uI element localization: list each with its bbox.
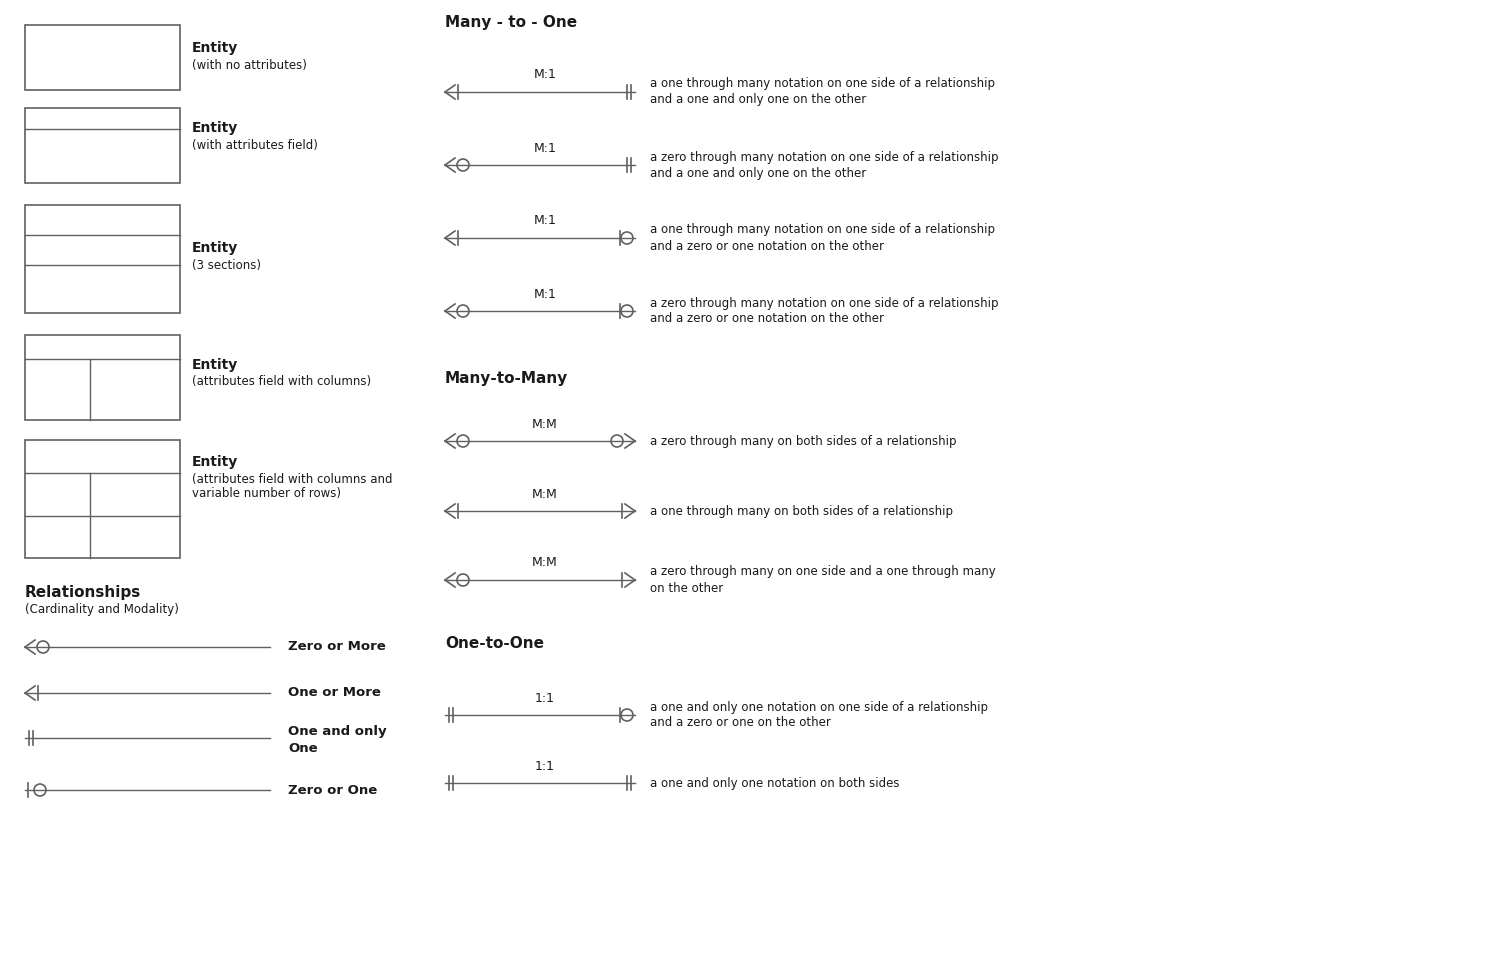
Text: Zero or More: Zero or More <box>288 640 386 654</box>
Text: (with no attributes): (with no attributes) <box>192 58 308 72</box>
Text: (3 sections): (3 sections) <box>192 258 261 272</box>
Text: Entity: Entity <box>192 358 238 372</box>
Text: M:M: M:M <box>532 487 558 501</box>
Text: a zero through many on one side and a one through many: a zero through many on one side and a on… <box>650 566 996 578</box>
Text: One-to-One: One-to-One <box>446 635 544 651</box>
Text: 1:1: 1:1 <box>536 691 555 705</box>
Text: on the other: on the other <box>650 581 723 595</box>
Text: Entity: Entity <box>192 455 238 469</box>
Text: a one and only one notation on both sides: a one and only one notation on both side… <box>650 777 900 789</box>
Text: a one through many notation on one side of a relationship: a one through many notation on one side … <box>650 77 994 91</box>
Bar <box>26 25 180 90</box>
Text: M:M: M:M <box>532 418 558 430</box>
Text: a one through many notation on one side of a relationship: a one through many notation on one side … <box>650 223 994 237</box>
Text: a zero through many on both sides of a relationship: a zero through many on both sides of a r… <box>650 434 957 448</box>
Text: M:M: M:M <box>532 556 558 570</box>
Text: a zero through many notation on one side of a relationship: a zero through many notation on one side… <box>650 151 999 163</box>
Text: a one and only one notation on one side of a relationship: a one and only one notation on one side … <box>650 700 988 714</box>
Text: and a zero or one notation on the other: and a zero or one notation on the other <box>650 312 884 326</box>
Text: Entity: Entity <box>192 241 238 255</box>
Bar <box>26 205 180 313</box>
Text: variable number of rows): variable number of rows) <box>192 487 340 501</box>
Text: Zero or One: Zero or One <box>288 783 378 797</box>
Text: Entity: Entity <box>192 41 238 55</box>
Text: Many - to - One: Many - to - One <box>446 15 578 30</box>
Text: M:1: M:1 <box>534 215 556 227</box>
Bar <box>26 108 180 183</box>
Text: Relationships: Relationships <box>26 585 141 601</box>
Bar <box>26 440 180 558</box>
Text: a one through many on both sides of a relationship: a one through many on both sides of a re… <box>650 505 952 517</box>
Text: (with attributes field): (with attributes field) <box>192 138 318 152</box>
Text: (attributes field with columns): (attributes field with columns) <box>192 375 370 389</box>
Text: and a zero or one notation on the other: and a zero or one notation on the other <box>650 240 884 252</box>
Text: (Cardinality and Modality): (Cardinality and Modality) <box>26 603 178 617</box>
Text: a zero through many notation on one side of a relationship: a zero through many notation on one side… <box>650 297 999 309</box>
Text: Many-to-Many: Many-to-Many <box>446 370 568 386</box>
Text: One and only: One and only <box>288 725 387 739</box>
Text: and a one and only one on the other: and a one and only one on the other <box>650 94 867 106</box>
Text: Entity: Entity <box>192 121 238 135</box>
Text: 1:1: 1:1 <box>536 759 555 773</box>
Text: M:1: M:1 <box>534 141 556 155</box>
Text: M:1: M:1 <box>534 69 556 81</box>
Text: M:1: M:1 <box>534 287 556 301</box>
Text: and a zero or one on the other: and a zero or one on the other <box>650 717 831 729</box>
Text: One or More: One or More <box>288 687 381 699</box>
Text: One: One <box>288 742 318 754</box>
Text: (attributes field with columns and: (attributes field with columns and <box>192 473 393 485</box>
Bar <box>26 335 180 420</box>
Text: and a one and only one on the other: and a one and only one on the other <box>650 166 867 180</box>
